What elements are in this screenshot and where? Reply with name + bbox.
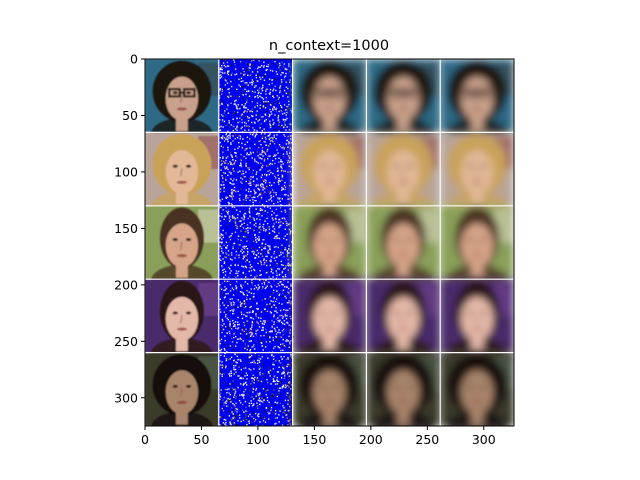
y-tick-label: 300	[114, 390, 138, 405]
axes-frame	[144, 58, 515, 427]
y-tick-label: 0	[130, 52, 138, 67]
x-tick-label: 150	[302, 432, 326, 447]
source-image-tile	[145, 352, 219, 426]
y-tick-label: 50	[122, 108, 138, 123]
x-tick-label: 0	[141, 432, 149, 447]
x-tick-label: 300	[472, 432, 496, 447]
reconstruction-tile	[440, 352, 514, 426]
x-tick-label: 50	[194, 432, 210, 447]
reconstruction-tile	[440, 59, 514, 151]
image-grid	[145, 59, 514, 426]
reconstruction-tile	[440, 279, 514, 371]
y-axis: 0 50 100 150 200 250 300	[114, 52, 145, 405]
x-tick-label: 250	[415, 432, 439, 447]
y-tick-label: 100	[114, 164, 138, 179]
reconstruction-tile	[292, 352, 367, 426]
masked-context-tile	[218, 352, 294, 426]
source-image-tile	[145, 59, 219, 151]
reconstruction-tile	[366, 352, 441, 426]
masked-context-tile	[218, 59, 294, 134]
reconstruction-tile	[366, 205, 441, 297]
y-tick-label: 200	[114, 277, 138, 292]
chart-title: n_context=1000	[269, 38, 389, 54]
y-tick-label: 150	[114, 221, 138, 236]
x-tick-label: 200	[359, 432, 383, 447]
masked-context-tile	[218, 132, 294, 208]
x-axis: 0 50 100 150 200 250 300	[141, 426, 496, 447]
y-tick-label: 250	[114, 334, 138, 349]
masked-context-tile	[218, 279, 294, 354]
masked-context-tile	[218, 205, 294, 281]
x-tick-label: 100	[246, 432, 270, 447]
